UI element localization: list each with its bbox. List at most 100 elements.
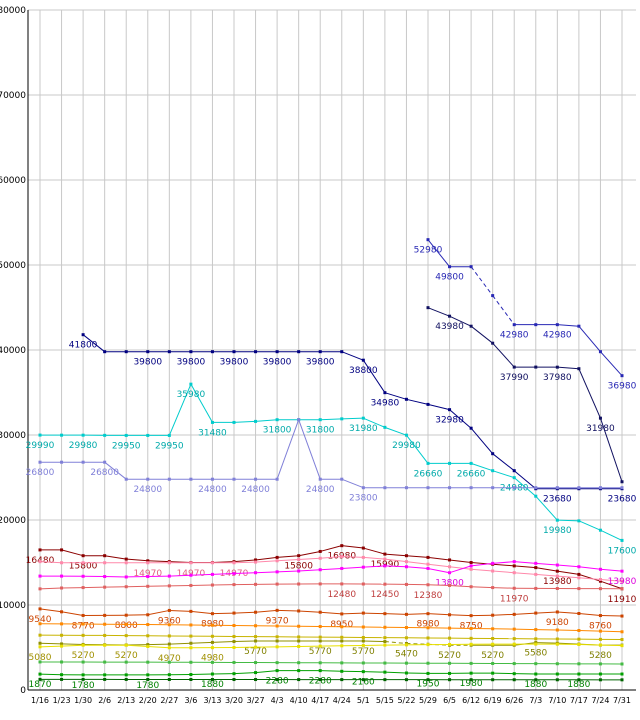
series-13-line [147,643,170,646]
series-07-point [103,561,107,565]
series-10-point [512,612,516,616]
series-17-point [598,678,602,682]
series-05-line [276,419,300,480]
series-13-point [146,643,150,647]
x-tick-label: 7/24 [591,696,609,705]
series-09-point [534,586,538,590]
series-02-point [426,238,430,242]
series-04-point [404,433,408,437]
series-06-line [427,556,450,561]
x-tick-label: 2/27 [160,696,178,705]
series-07-line [341,556,364,558]
series-09-point [469,585,473,589]
series-16-point [340,669,344,673]
series-16-value-label: 1880 [524,680,547,690]
series-12-point [146,634,150,638]
series-17-point [103,677,107,681]
series-04-line [320,418,342,421]
series-06-point [340,544,344,548]
series-07-line [233,561,256,564]
series-14-point [383,643,387,647]
series-07-line [535,573,558,577]
series-04-value-label: 35980 [177,390,206,400]
series-14-value-label: 5270 [72,651,95,661]
y-tick-label: 0 [20,686,26,696]
series-07-line [320,556,342,559]
series-10-value-label: 9370 [266,616,289,626]
series-01-line [406,398,429,405]
series-01-point [318,350,322,354]
series-04-point [103,433,107,437]
series-07-point [318,556,322,560]
series-08-line [492,561,515,564]
series-13-point [383,640,387,644]
series-14-line [39,645,62,648]
series-12-point [318,635,322,639]
series-11-point [254,624,258,628]
series-12-point [124,634,128,638]
series-04-point [81,433,85,437]
series-04-value-label: 29990 [26,441,55,451]
series-07-line [39,561,62,564]
series-01-line [492,453,515,472]
series-14-point [620,644,624,648]
series-05-point [254,477,258,481]
series-10-line [255,609,278,613]
series-06-point [426,555,430,559]
series-14-point [210,646,214,650]
series-08-line [363,565,385,568]
series-02-line [492,295,515,325]
series-11-point [491,627,495,631]
series-09-point [146,584,150,588]
series-11-point [448,626,452,630]
series-06-value-label: 13980 [543,577,572,587]
series-10-point [189,609,193,613]
series-08-line [514,561,536,564]
series-17-point [491,678,495,682]
series-06-line [514,565,536,569]
series-06-line [600,580,623,590]
series-02-point [555,323,559,327]
series-08-point [146,575,150,579]
series-04-point [210,420,214,424]
series-13-point [189,641,193,645]
series-09-point [124,585,128,589]
series-12-point [469,636,473,640]
series-01-point [103,350,107,354]
series-03-point [426,306,430,310]
series-12-point [448,636,452,640]
series-01-point [361,358,365,362]
series-03-point [534,365,538,369]
x-tick-label: 3/27 [247,696,265,705]
series-10-point [210,612,214,616]
series-03-point [620,480,624,484]
series-10-point [232,611,236,615]
series-01-point [491,452,495,456]
series-04-point [426,461,430,465]
series-10-point [124,613,128,617]
series-12-point [404,636,408,640]
series-03-point [598,416,602,420]
series-04-point [469,461,473,465]
series-07-line [427,563,450,568]
series-05-point [146,477,150,481]
x-tick-label: 7/17 [570,696,588,705]
series-14-point [598,643,602,647]
series-10-line [600,615,623,617]
series-04-line [168,383,192,436]
series-05-point [620,486,624,490]
series-11-point [598,629,602,633]
series-06-line [535,567,558,572]
series-17-point [297,678,301,682]
series-10-point [340,612,344,616]
series-15-point [318,661,322,665]
x-tick-label: 6/19 [484,696,502,705]
x-tick-label: 7/31 [613,696,631,705]
series-11-point [340,625,344,629]
series-15-point [620,662,624,666]
series-10-point [60,610,64,614]
series-04-value-label: 31800 [306,426,335,436]
series-17-point [167,677,171,681]
series-14-point [297,644,301,648]
